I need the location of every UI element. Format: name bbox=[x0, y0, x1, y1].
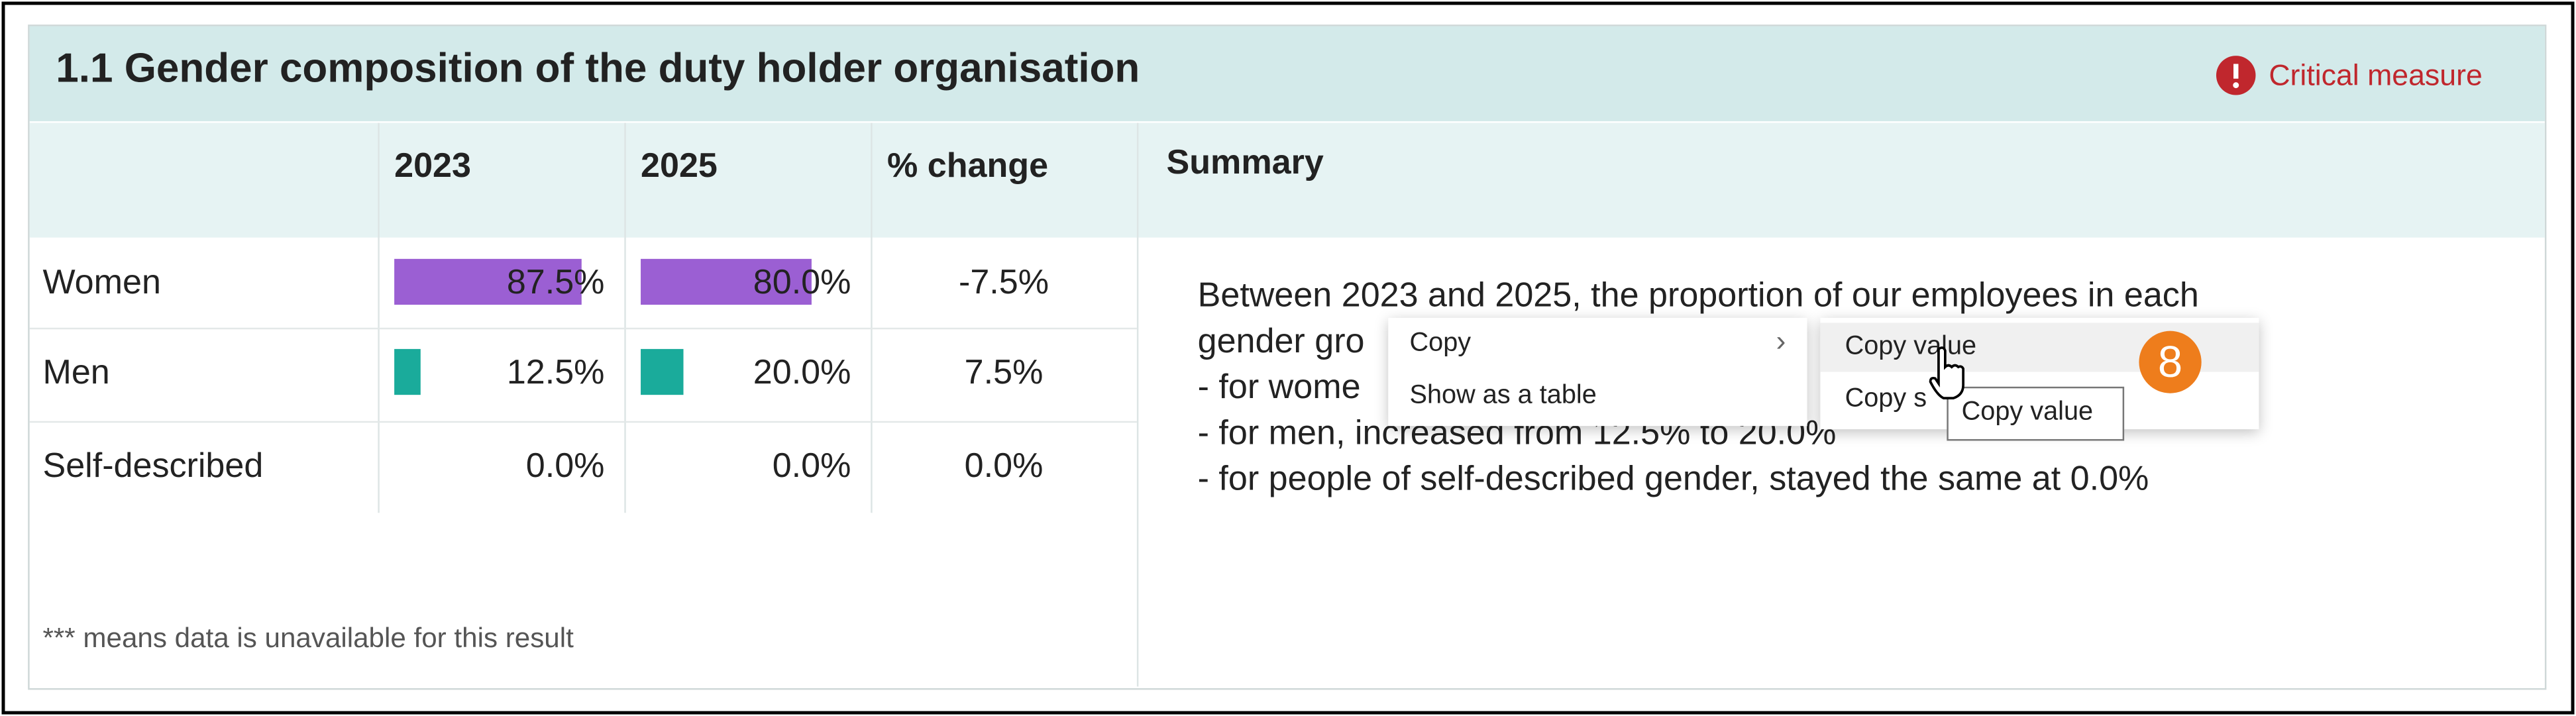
footnote: *** means data is unavailable for this r… bbox=[42, 623, 574, 654]
data-bar bbox=[641, 258, 812, 305]
row-label: Women bbox=[42, 264, 161, 302]
cell-value: 80.0% bbox=[753, 264, 851, 302]
column-header: 2025 bbox=[641, 147, 718, 185]
row-divider bbox=[29, 327, 1137, 330]
summary-heading: Summary bbox=[1166, 144, 1324, 182]
column-header: 2023 bbox=[394, 147, 471, 185]
summary-line: - for wome bbox=[1197, 368, 1361, 407]
column-header: % change bbox=[886, 147, 1049, 185]
cell-value: 20.0% bbox=[753, 354, 851, 392]
divider bbox=[1136, 123, 1139, 687]
summary-line: - for people of self-described gender, s… bbox=[1197, 460, 2149, 499]
menu-item[interactable]: Show as a table bbox=[1409, 382, 1597, 410]
cursor bbox=[1929, 346, 1964, 399]
data-bar bbox=[641, 348, 684, 395]
data-bar bbox=[394, 258, 582, 305]
context-menu: Copy › Show as a table bbox=[1388, 317, 1807, 427]
header-band bbox=[29, 26, 2545, 122]
step-badge: 8 bbox=[2139, 331, 2202, 393]
submenu-item[interactable]: Copy value bbox=[1845, 332, 1977, 361]
row-label: Men bbox=[42, 354, 110, 392]
critical-icon bbox=[2216, 56, 2256, 95]
column-divider bbox=[624, 123, 626, 513]
summary-line: gender gro bbox=[1197, 323, 1365, 361]
menu-item[interactable]: Copy bbox=[1409, 329, 1472, 358]
row-label: Self-described bbox=[42, 447, 264, 486]
title: 1.1 Gender composition of the duty holde… bbox=[56, 46, 1140, 92]
cell-value: 0.0% bbox=[772, 447, 851, 486]
submenu-arrow: › bbox=[1776, 324, 1786, 358]
cell-value: 7.5% bbox=[964, 354, 1044, 392]
submenu-item[interactable]: Copy s bbox=[1845, 385, 1927, 413]
cell-value: -7.5% bbox=[959, 264, 1049, 302]
critical-measure: Critical measure bbox=[2269, 59, 2483, 92]
tooltip-text: Copy value bbox=[1961, 398, 2094, 427]
data-bar bbox=[394, 348, 421, 395]
tooltip: Copy value bbox=[1947, 386, 2125, 441]
cell-value: 87.5% bbox=[506, 264, 605, 302]
cell-value: 0.0% bbox=[964, 447, 1044, 486]
column-divider bbox=[378, 123, 380, 513]
column-divider bbox=[871, 123, 873, 513]
cell-value: 12.5% bbox=[506, 354, 605, 392]
summary-line: Between 2023 and 2025, the proportion of… bbox=[1197, 277, 2199, 315]
row-divider bbox=[29, 421, 1137, 423]
column-header-band bbox=[29, 123, 2545, 238]
cell-value: 0.0% bbox=[525, 447, 605, 486]
